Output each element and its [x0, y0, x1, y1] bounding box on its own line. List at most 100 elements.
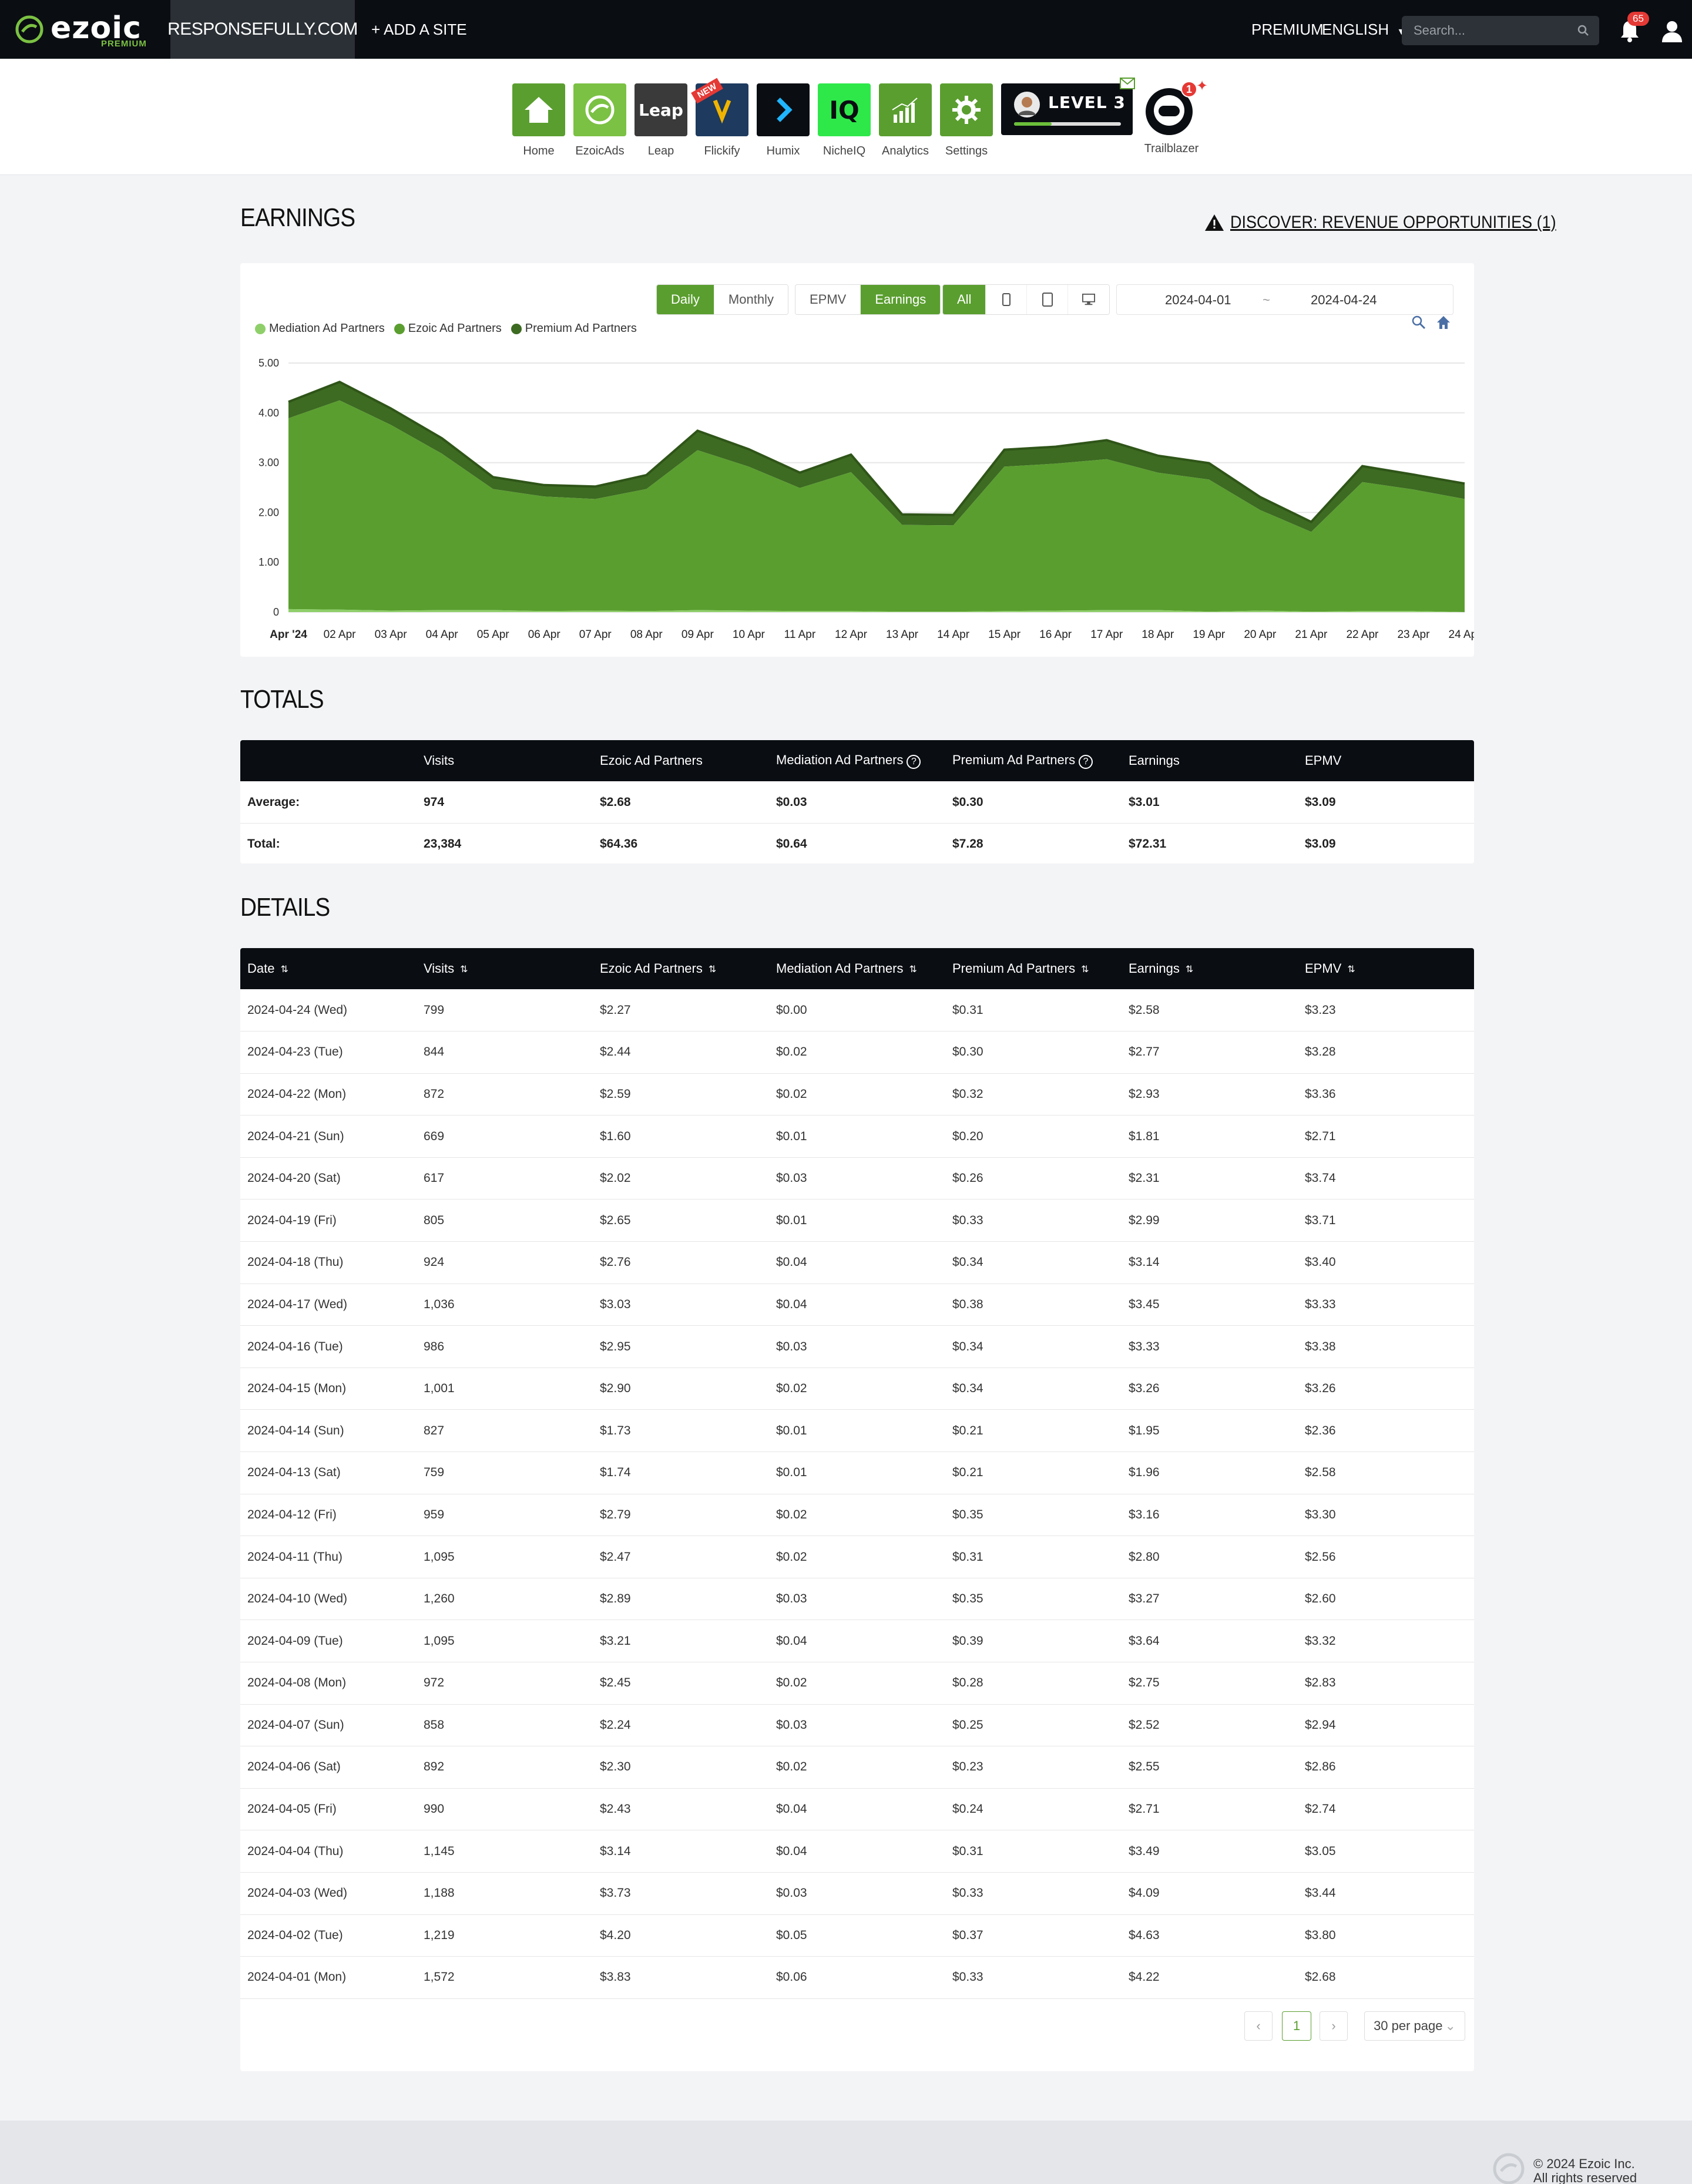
- date-range-picker[interactable]: 2024-04-01 ~ 2024-04-24: [1116, 284, 1453, 315]
- column-header-label: Mediation Ad Partners: [776, 752, 904, 767]
- table-cell: $0.04: [769, 1283, 945, 1326]
- column-header[interactable]: Premium Ad Partners ⇅: [945, 948, 1122, 989]
- totals-table-card: Visits Ezoic Ad Partners Mediation Ad Part…: [240, 740, 1474, 863]
- page-1-button[interactable]: 1: [1282, 2011, 1311, 2041]
- table-cell: $2.77: [1122, 1031, 1298, 1074]
- table-cell: $2.90: [593, 1367, 769, 1410]
- table-row: 2024-04-04 (Thu) 1,145 $3.14 $0.04 $0.31 $3.4…: [240, 1830, 1474, 1873]
- table-cell: 2024-04-09 (Tue): [240, 1619, 417, 1662]
- reset-zoom-home-icon[interactable]: [1436, 315, 1451, 330]
- column-header[interactable]: Earnings ⇅: [1122, 948, 1298, 989]
- language-label: ENGLISH: [1322, 21, 1389, 38]
- table-cell: 1,036: [417, 1283, 593, 1326]
- table-cell: 2024-04-14 (Sun): [240, 1409, 417, 1453]
- sort-icon[interactable]: ⇅: [1347, 965, 1355, 975]
- zoom-icon[interactable]: [1411, 315, 1426, 330]
- app-flickify[interactable]: NEW Flickify: [691, 78, 748, 158]
- table-row: Average: 974 $2.68 $0.03 $0.30 $3.01 $3.09: [240, 781, 1474, 824]
- column-header[interactable]: EPMV ⇅: [1298, 948, 1474, 989]
- app-analytics[interactable]: Analytics: [879, 83, 932, 158]
- table-cell: $0.01: [769, 1199, 945, 1242]
- sort-icon[interactable]: ⇅: [1081, 965, 1089, 975]
- all-devices-button[interactable]: All: [943, 285, 986, 314]
- sort-icon[interactable]: ⇅: [280, 965, 288, 975]
- table-cell: $0.21: [945, 1451, 1122, 1494]
- table-cell: $3.36: [1298, 1073, 1474, 1116]
- epmv-button[interactable]: EPMV: [795, 285, 861, 314]
- desktop-icon[interactable]: [1068, 285, 1110, 314]
- per-page-select[interactable]: 30 per page ⌄: [1364, 2011, 1465, 2041]
- monthly-button[interactable]: Monthly: [714, 285, 788, 314]
- footer-ezoic-icon: [1493, 2153, 1525, 2184]
- column-header-label: Date: [247, 961, 275, 976]
- table-cell: $4.63: [1122, 1914, 1298, 1957]
- tablet-icon[interactable]: [1027, 285, 1069, 314]
- app-nicheiq[interactable]: IQ NicheIQ: [818, 83, 871, 158]
- earnings-button[interactable]: Earnings: [861, 285, 941, 314]
- table-cell: $0.03: [769, 1578, 945, 1621]
- help-icon[interactable]: ?: [1079, 755, 1093, 769]
- app-leap[interactable]: Leap Leap: [634, 83, 687, 158]
- table-cell: $2.58: [1298, 1451, 1474, 1494]
- premium-link[interactable]: PREMIUM: [1251, 21, 1324, 38]
- column-header[interactable]: Ezoic Ad Partners ⇅: [593, 948, 769, 989]
- add-site-link[interactable]: + ADD A SITE: [371, 21, 467, 38]
- user-icon[interactable]: [1660, 19, 1684, 42]
- column-header[interactable]: Date ⇅: [240, 948, 417, 989]
- envelope-icon: [1120, 78, 1135, 89]
- legend-item[interactable]: Ezoic Ad Partners: [394, 322, 502, 335]
- site-selector[interactable]: RESPONSEFULLY.COM: [167, 0, 358, 59]
- table-cell: 2024-04-22 (Mon): [240, 1073, 417, 1116]
- table-cell: 1,188: [417, 1872, 593, 1915]
- table-cell: $0.38: [945, 1283, 1122, 1326]
- app-home[interactable]: Home: [512, 83, 565, 158]
- table-cell: $4.22: [1122, 1956, 1298, 1999]
- x-tick-label: 19 Apr: [1193, 629, 1226, 641]
- table-cell: $2.47: [593, 1535, 769, 1578]
- table-cell: $4.09: [1122, 1872, 1298, 1915]
- sort-icon[interactable]: ⇅: [1185, 965, 1194, 975]
- x-tick-label: 06 Apr: [528, 629, 561, 641]
- table-cell: 872: [417, 1073, 593, 1116]
- x-tick-label: 11 Apr: [784, 629, 816, 641]
- avatar: [1014, 92, 1040, 117]
- table-cell: $2.31: [1122, 1157, 1298, 1200]
- copyright-line: © 2024 Ezoic Inc.: [1533, 2156, 1635, 2171]
- daily-button[interactable]: Daily: [657, 285, 714, 314]
- table-cell: $0.24: [945, 1788, 1122, 1831]
- ezoicads-tile: [573, 83, 626, 136]
- next-page-button[interactable]: ›: [1320, 2011, 1348, 2041]
- sort-icon[interactable]: ⇅: [460, 965, 468, 975]
- app-ezoicads[interactable]: EzoicAds: [573, 83, 626, 158]
- app-settings[interactable]: Settings: [940, 83, 993, 158]
- help-icon[interactable]: ?: [907, 755, 921, 769]
- column-header[interactable]: Visits ⇅: [417, 948, 593, 989]
- series-top-line: [288, 381, 1465, 523]
- mobile-icon[interactable]: [986, 285, 1028, 314]
- table-cell: 23,384: [417, 823, 593, 863]
- humix-icon: [777, 98, 793, 122]
- sort-icon[interactable]: ⇅: [708, 965, 717, 975]
- table-cell: $2.93: [1122, 1073, 1298, 1116]
- legend-item[interactable]: Premium Ad Partners: [511, 322, 637, 335]
- search-input[interactable]: Search...: [1402, 16, 1599, 45]
- trailblazer-app[interactable]: 1 ✦ Trailblazer: [1142, 78, 1208, 156]
- area-ezoic-ad-partners: [288, 400, 1465, 612]
- table-cell: 2024-04-10 (Wed): [240, 1578, 417, 1621]
- level-widget[interactable]: LEVEL 3: [1001, 78, 1135, 135]
- prev-page-button[interactable]: ‹: [1244, 2011, 1273, 2041]
- app-humix[interactable]: Humix: [757, 83, 810, 158]
- column-header[interactable]: Mediation Ad Partners ⇅: [769, 948, 945, 989]
- discover-revenue-link[interactable]: DISCOVER: REVENUE OPPORTUNITIES (1): [1230, 213, 1556, 232]
- table-cell: 1,260: [417, 1578, 593, 1621]
- language-selector[interactable]: ENGLISH ▼: [1322, 0, 1406, 59]
- sort-icon[interactable]: ⇅: [909, 965, 917, 975]
- table-cell: $2.94: [1298, 1704, 1474, 1747]
- table-cell: $3.16: [1122, 1494, 1298, 1537]
- ezoic-logo[interactable]: ezoic PREMIUM: [14, 8, 149, 49]
- legend-item[interactable]: Mediation Ad Partners: [255, 322, 385, 335]
- table-cell: $3.14: [593, 1830, 769, 1873]
- table-cell: $1.73: [593, 1409, 769, 1453]
- table-cell: $3.26: [1122, 1367, 1298, 1410]
- x-tick-label: Apr '24: [270, 629, 307, 641]
